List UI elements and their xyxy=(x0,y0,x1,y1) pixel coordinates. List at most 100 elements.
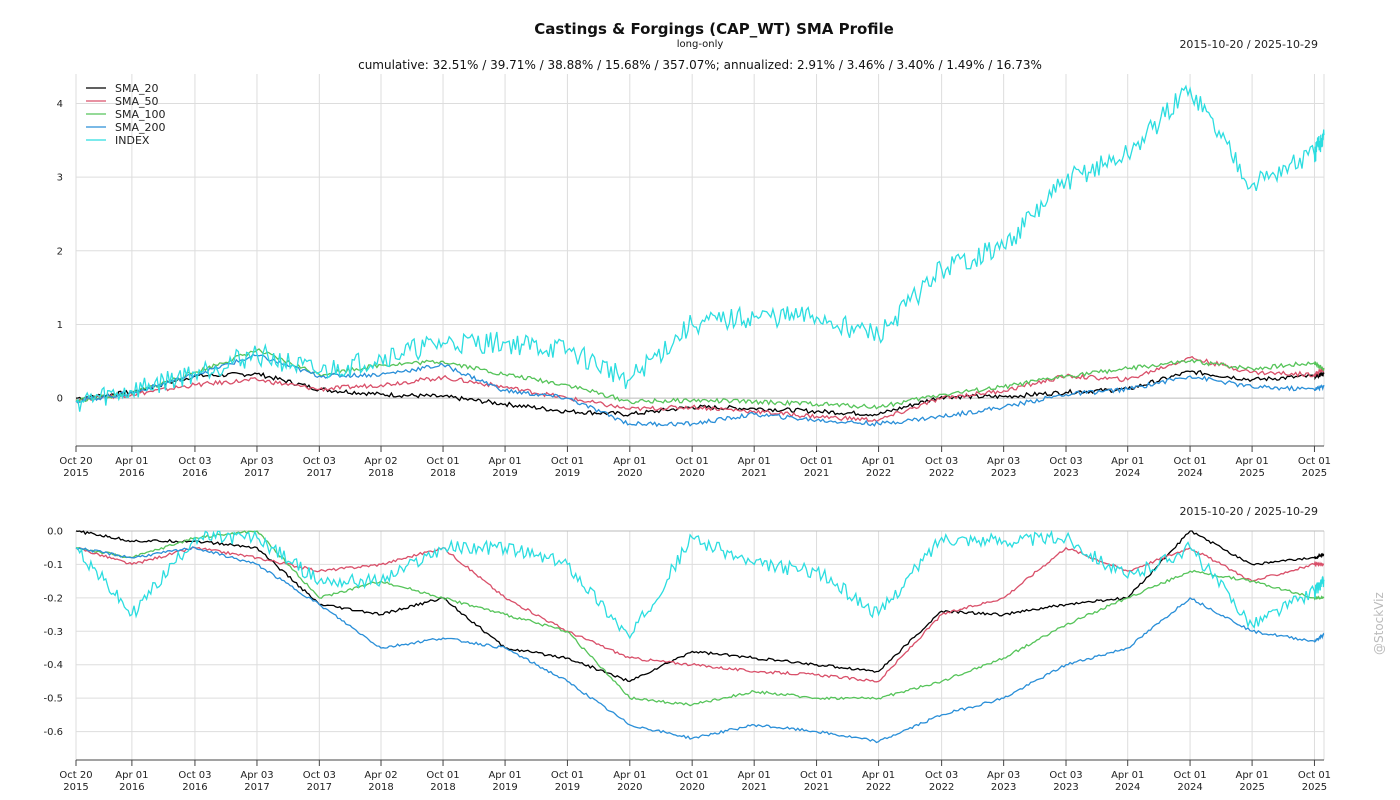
bottom-x-tick-label: Apr 01 xyxy=(488,770,521,781)
bottom-series-sma-200 xyxy=(75,546,1325,744)
bottom-x-tick-label: Oct 03 xyxy=(178,770,211,781)
bottom-x-tick-label: Apr 01 xyxy=(1235,770,1268,781)
bottom-x-tick-year: 2022 xyxy=(866,782,891,793)
top-date-range: 2015-10-20 / 2025-10-29 xyxy=(1179,38,1318,51)
bottom-x-tick-label: Oct 03 xyxy=(925,770,958,781)
bottom-x-tick-year: 2023 xyxy=(1053,782,1078,793)
bottom-x-tick-year: 2025 xyxy=(1239,782,1264,793)
bottom-y-tick-label: -0.3 xyxy=(43,627,63,638)
top-x-tick-label: Apr 01 xyxy=(738,456,771,467)
bottom-x-tick-label: Oct 01 xyxy=(426,770,459,781)
top-x-tick-year: 2016 xyxy=(119,468,144,479)
bottom-x-tick-label: Oct 01 xyxy=(676,770,709,781)
bottom-x-tick-year: 2021 xyxy=(804,782,829,793)
bottom-x-tick-year: 2024 xyxy=(1177,782,1202,793)
top-x-tick-year: 2017 xyxy=(307,468,332,479)
bottom-x-tick-year: 2020 xyxy=(679,782,704,793)
bottom-x-tick-label: Apr 03 xyxy=(987,770,1020,781)
top-x-tick-year: 2018 xyxy=(430,468,455,479)
top-x-tick-year: 2021 xyxy=(804,468,829,479)
bottom-x-tick-year: 2016 xyxy=(119,782,144,793)
top-y-tick-label: 1 xyxy=(57,320,63,331)
chart-subtitle: long-only xyxy=(676,39,724,50)
top-x-tick-year: 2023 xyxy=(1053,468,1078,479)
top-y-tick-label: 4 xyxy=(57,99,63,110)
performance-stats: cumulative: 32.51% / 39.71% / 38.88% / 1… xyxy=(358,58,1042,72)
legend-label-sma-200: SMA_200 xyxy=(115,121,166,134)
legend-label-sma-100: SMA_100 xyxy=(115,108,166,121)
top-x-tick-year: 2025 xyxy=(1302,468,1327,479)
top-x-tick-year: 2023 xyxy=(991,468,1016,479)
bottom-x-tick-label: Oct 03 xyxy=(303,770,336,781)
bottom-x-tick-year: 2023 xyxy=(991,782,1016,793)
top-series-sma-50 xyxy=(75,355,1325,423)
top-x-tick-label: Apr 01 xyxy=(613,456,646,467)
bottom-x-tick-year: 2021 xyxy=(741,782,766,793)
bottom-x-tick-label: Apr 01 xyxy=(115,770,148,781)
bottom-x-tick-label: Apr 01 xyxy=(862,770,895,781)
bottom-x-tick-year: 2025 xyxy=(1302,782,1327,793)
top-x-tick-label: Oct 01 xyxy=(676,456,709,467)
top-x-tick-year: 2025 xyxy=(1239,468,1264,479)
bottom-y-tick-label: -0.5 xyxy=(43,694,63,705)
bottom-x-tick-year: 2018 xyxy=(368,782,393,793)
top-x-tick-label: Apr 03 xyxy=(987,456,1020,467)
top-x-tick-label: Oct 01 xyxy=(551,456,584,467)
bottom-series-sma-20 xyxy=(75,530,1325,683)
bottom-x-tick-year: 2015 xyxy=(63,782,88,793)
legend-label-sma-50: SMA_50 xyxy=(115,95,159,108)
bottom-y-tick-label: -0.2 xyxy=(43,593,63,604)
chart-title: Castings & Forgings (CAP_WT) SMA Profile xyxy=(534,20,894,38)
bottom-x-tick-label: Oct 01 xyxy=(1298,770,1331,781)
bottom-x-tick-label: Apr 01 xyxy=(1111,770,1144,781)
bottom-y-tick-label: 0.0 xyxy=(47,527,63,538)
bottom-x-tick-year: 2024 xyxy=(1115,782,1140,793)
top-x-tick-label: Apr 01 xyxy=(1111,456,1144,467)
top-series-sma-200 xyxy=(75,353,1325,428)
top-x-tick-label: Oct 01 xyxy=(1298,456,1331,467)
bottom-x-tick-year: 2020 xyxy=(617,782,642,793)
top-x-tick-label: Oct 03 xyxy=(925,456,958,467)
top-series-index xyxy=(75,84,1325,412)
bottom-x-tick-label: Oct 01 xyxy=(800,770,833,781)
bottom-series-index xyxy=(75,529,1325,640)
top-x-tick-year: 2020 xyxy=(617,468,642,479)
bottom-x-tick-label: Oct 01 xyxy=(1173,770,1206,781)
bottom-x-tick-label: Apr 03 xyxy=(240,770,273,781)
top-x-tick-year: 2024 xyxy=(1115,468,1140,479)
top-x-tick-year: 2024 xyxy=(1177,468,1202,479)
top-x-tick-label: Oct 03 xyxy=(178,456,211,467)
top-y-tick-label: 3 xyxy=(57,173,63,184)
top-x-tick-year: 2021 xyxy=(741,468,766,479)
bottom-x-tick-label: Oct 01 xyxy=(551,770,584,781)
top-x-tick-label: Apr 01 xyxy=(1235,456,1268,467)
top-x-tick-year: 2018 xyxy=(368,468,393,479)
top-x-tick-year: 2022 xyxy=(929,468,954,479)
top-x-tick-label: Apr 01 xyxy=(862,456,895,467)
top-x-tick-label: Oct 20 xyxy=(59,456,92,467)
top-y-tick-label: 0 xyxy=(57,394,63,405)
bottom-y-tick-label: -0.4 xyxy=(43,660,63,671)
top-y-tick-label: 2 xyxy=(57,246,63,257)
top-x-tick-label: Oct 03 xyxy=(303,456,336,467)
top-x-tick-label: Apr 01 xyxy=(488,456,521,467)
top-x-tick-label: Apr 01 xyxy=(115,456,148,467)
bottom-x-tick-year: 2018 xyxy=(430,782,455,793)
bottom-x-tick-year: 2019 xyxy=(555,782,580,793)
top-x-tick-year: 2016 xyxy=(182,468,207,479)
top-x-tick-year: 2020 xyxy=(679,468,704,479)
legend-label-index: INDEX xyxy=(115,134,150,147)
bottom-x-tick-year: 2017 xyxy=(244,782,269,793)
bottom-x-tick-year: 2022 xyxy=(929,782,954,793)
bottom-series-sma-50 xyxy=(75,546,1325,683)
top-x-tick-label: Apr 03 xyxy=(240,456,273,467)
top-x-tick-year: 2015 xyxy=(63,468,88,479)
bottom-x-tick-label: Oct 03 xyxy=(1049,770,1082,781)
bottom-y-tick-label: -0.1 xyxy=(43,560,63,571)
top-x-tick-year: 2017 xyxy=(244,468,269,479)
bottom-x-tick-year: 2016 xyxy=(182,782,207,793)
bottom-x-tick-label: Apr 01 xyxy=(613,770,646,781)
top-x-tick-year: 2019 xyxy=(555,468,580,479)
top-series-sma-100 xyxy=(75,348,1325,410)
